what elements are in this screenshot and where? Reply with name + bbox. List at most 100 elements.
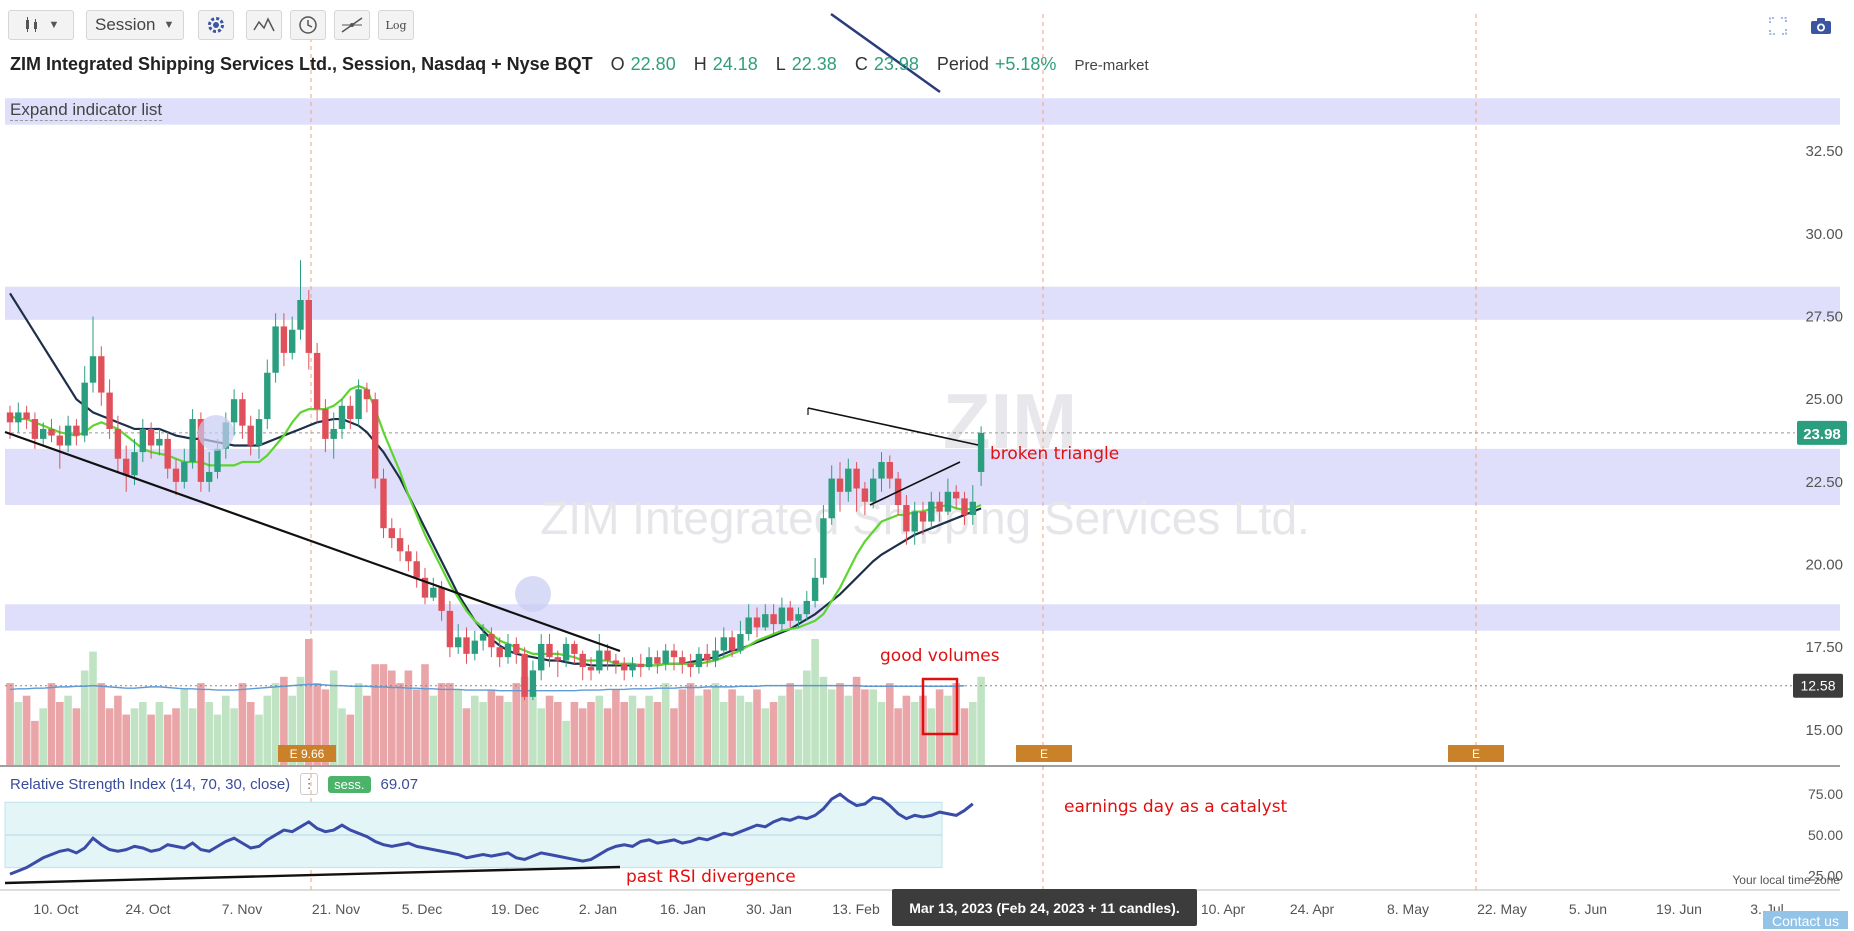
candle-body[interactable] xyxy=(181,462,188,482)
candle-body[interactable] xyxy=(488,634,495,648)
candle-body[interactable] xyxy=(579,653,586,668)
candle-body[interactable] xyxy=(612,660,620,664)
candle-body[interactable] xyxy=(363,389,371,400)
candle-body[interactable] xyxy=(820,518,827,578)
candle-body[interactable] xyxy=(380,478,387,529)
candle-body[interactable] xyxy=(670,650,678,658)
candle-body[interactable] xyxy=(969,501,976,515)
candle-body[interactable] xyxy=(720,637,727,651)
candle-body[interactable] xyxy=(421,577,429,598)
candle-body[interactable] xyxy=(247,425,254,446)
candle-body[interactable] xyxy=(521,653,528,697)
candle-body[interactable] xyxy=(870,478,877,502)
candle-body[interactable] xyxy=(504,643,512,658)
candle-body[interactable] xyxy=(886,462,893,479)
candle-body[interactable] xyxy=(811,577,819,601)
candle-body[interactable] xyxy=(355,389,362,420)
candle-body[interactable] xyxy=(662,650,669,664)
candle-body[interactable] xyxy=(73,425,80,436)
candle-body[interactable] xyxy=(654,657,661,664)
candle-body[interactable] xyxy=(172,468,180,482)
candle-body[interactable] xyxy=(305,299,312,353)
candle-body[interactable] xyxy=(372,399,379,479)
candle-body[interactable] xyxy=(131,452,138,476)
candle-body[interactable] xyxy=(795,614,802,621)
earnings-flag[interactable] xyxy=(278,745,336,762)
candle-body[interactable] xyxy=(554,657,561,661)
candle-body[interactable] xyxy=(48,428,55,436)
candle-body[interactable] xyxy=(513,643,520,654)
candle-body[interactable] xyxy=(679,657,686,664)
candle-body[interactable] xyxy=(753,617,761,628)
candle-body[interactable] xyxy=(64,425,72,446)
candle-body[interactable] xyxy=(264,372,271,420)
candle-body[interactable] xyxy=(396,538,404,552)
candle-body[interactable] xyxy=(953,491,960,499)
contact-us-button[interactable]: Contact us xyxy=(1763,911,1848,929)
candle-body[interactable] xyxy=(6,412,14,423)
candle-body[interactable] xyxy=(405,551,412,562)
candle-body[interactable] xyxy=(197,419,205,482)
candle-body[interactable] xyxy=(455,637,462,648)
candle-body[interactable] xyxy=(471,640,478,654)
candle-body[interactable] xyxy=(629,663,636,671)
expand-indicator-list-link[interactable]: Expand indicator list xyxy=(10,100,163,121)
candle-body[interactable] xyxy=(479,634,487,641)
candle-body[interactable] xyxy=(40,428,47,439)
candle-body[interactable] xyxy=(645,657,653,668)
candle-body[interactable] xyxy=(56,435,63,446)
candle-body[interactable] xyxy=(31,419,39,439)
candle-body[interactable] xyxy=(787,607,794,621)
candle-body[interactable] xyxy=(944,491,952,512)
candle-body[interactable] xyxy=(297,299,304,330)
earnings-flag[interactable] xyxy=(1016,745,1072,762)
candle-body[interactable] xyxy=(928,501,935,522)
candle-body[interactable] xyxy=(114,428,122,459)
candle-body[interactable] xyxy=(496,647,503,658)
candle-body[interactable] xyxy=(322,409,329,439)
candle-body[interactable] xyxy=(695,653,703,668)
candle-body[interactable] xyxy=(255,419,263,446)
camera-icon[interactable] xyxy=(1810,16,1832,41)
history-button[interactable] xyxy=(290,10,326,40)
fullscreen-icon[interactable] xyxy=(1768,16,1788,41)
candle-body[interactable] xyxy=(313,352,321,410)
drawing-tools-button[interactable] xyxy=(334,10,370,40)
candle-body[interactable] xyxy=(546,643,553,658)
candle-body[interactable] xyxy=(280,326,288,353)
candle-body[interactable] xyxy=(803,600,810,615)
candle-body[interactable] xyxy=(828,478,835,519)
candle-body[interactable] xyxy=(961,498,968,515)
candle-body[interactable] xyxy=(728,637,736,651)
candle-body[interactable] xyxy=(347,405,354,420)
candle-body[interactable] xyxy=(596,650,603,671)
candle-body[interactable] xyxy=(272,326,279,373)
rsi-more-button[interactable]: ⋮ xyxy=(300,773,319,795)
candle-body[interactable] xyxy=(745,617,752,635)
candle-body[interactable] xyxy=(139,428,146,453)
candle-body[interactable] xyxy=(430,587,437,598)
candle-body[interactable] xyxy=(463,637,470,654)
candle-body[interactable] xyxy=(164,438,171,469)
candle-body[interactable] xyxy=(538,643,545,671)
candle-body[interactable] xyxy=(15,412,22,423)
candle-body[interactable] xyxy=(977,432,985,472)
candle-body[interactable] xyxy=(903,505,910,532)
log-scale-button[interactable]: Log xyxy=(378,10,414,40)
candle-body[interactable] xyxy=(878,462,885,479)
candle-body[interactable] xyxy=(861,488,869,502)
candle-body[interactable] xyxy=(712,650,719,661)
candle-body[interactable] xyxy=(206,471,213,482)
candle-body[interactable] xyxy=(23,412,30,420)
candle-body[interactable] xyxy=(330,428,337,439)
candle-body[interactable] xyxy=(836,478,844,492)
candle-body[interactable] xyxy=(388,528,395,539)
candle-body[interactable] xyxy=(919,511,927,522)
candle-body[interactable] xyxy=(446,610,454,648)
candle-body[interactable] xyxy=(81,382,88,436)
candle-body[interactable] xyxy=(587,667,595,671)
candle-body[interactable] xyxy=(413,561,420,578)
candle-body[interactable] xyxy=(123,458,130,476)
candle-body[interactable] xyxy=(762,614,769,628)
